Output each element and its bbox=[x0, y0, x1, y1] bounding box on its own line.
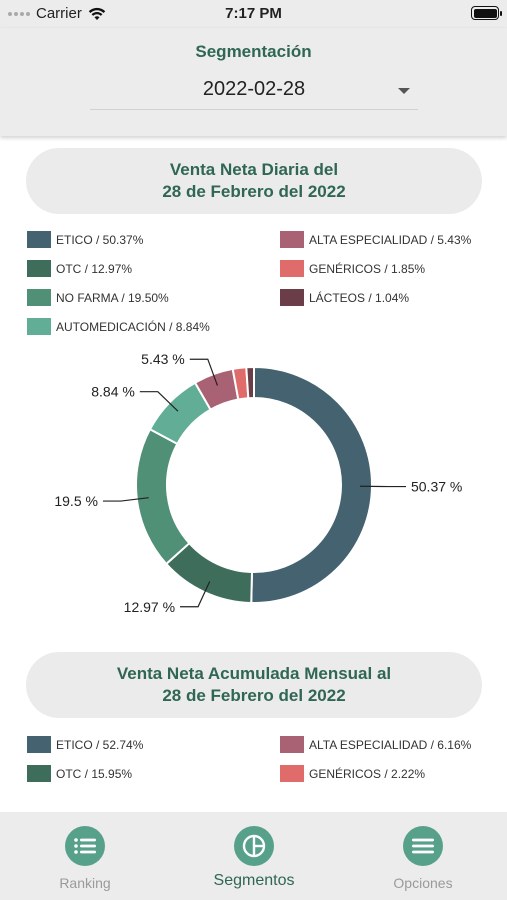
legend-label: LÁCTEOS / 1.04% bbox=[309, 290, 410, 305]
legend-swatch bbox=[280, 231, 304, 248]
nav-label-ranking: Ranking bbox=[59, 875, 111, 891]
donut-slice-lacteos[interactable] bbox=[245, 365, 255, 400]
nav-label-opciones: Opciones bbox=[393, 875, 453, 891]
legend-item-otc: OTC / 12.97% bbox=[27, 260, 132, 277]
legend-swatch bbox=[27, 736, 51, 753]
legend-swatch bbox=[27, 289, 51, 306]
wifi-icon bbox=[88, 7, 106, 20]
donut-slice-etico[interactable] bbox=[250, 365, 373, 604]
data-label-otc: 12.97 % bbox=[124, 599, 175, 615]
data-label-leader bbox=[189, 358, 218, 386]
monthly-section-header: Venta Neta Acumulada Mensual al 28 de Fe… bbox=[26, 652, 482, 718]
legend-item-etico-monthly: ETICO / 52.74% bbox=[27, 736, 143, 753]
legend-label: NO FARMA / 19.50% bbox=[56, 290, 169, 305]
nav-item-segmentos[interactable]: Segmentos bbox=[194, 826, 314, 890]
legend-item-lacteos: LÁCTEOS / 1.04% bbox=[280, 289, 409, 306]
data-label-no-farma: 19.5 % bbox=[54, 493, 98, 509]
legend-swatch bbox=[280, 736, 304, 753]
monthly-title-line2: 28 de Febrero del 2022 bbox=[162, 686, 346, 705]
legend-label: AUTOMEDICACIÓN / 8.84% bbox=[56, 319, 210, 334]
header: Segmentación 2022-02-28 bbox=[0, 28, 507, 136]
chevron-down-icon bbox=[398, 88, 410, 94]
legend-swatch bbox=[27, 260, 51, 277]
status-left: Carrier bbox=[8, 5, 106, 22]
legend-swatch bbox=[27, 318, 51, 335]
nav-item-opciones[interactable]: Opciones bbox=[363, 826, 483, 891]
data-label-etico: 50.37 % bbox=[411, 479, 462, 495]
data-label-leader bbox=[102, 497, 149, 502]
battery-icon bbox=[471, 6, 502, 20]
signal-icon bbox=[8, 11, 30, 16]
data-label-leader bbox=[180, 581, 211, 608]
bottom-nav: Ranking Segmentos Opciones bbox=[0, 812, 507, 900]
page-title: Segmentación bbox=[195, 42, 312, 61]
daily-section-header: Venta Neta Diaria del 28 de Febrero del … bbox=[26, 148, 482, 214]
donut-chart: 50.37 % 12.97 % 19.5 % 8.84 % 5.43 % bbox=[54, 351, 462, 615]
legend-label: GENÉRICOS / 1.85% bbox=[309, 261, 426, 276]
legend-label: OTC / 15.95% bbox=[56, 766, 133, 781]
carrier-label: Carrier bbox=[36, 5, 82, 22]
legend-label: ALTA ESPECIALIDAD / 6.16% bbox=[309, 737, 472, 752]
daily-title-line2: 28 de Febrero del 2022 bbox=[162, 182, 346, 201]
legend-item-automedicacion: AUTOMEDICACIÓN / 8.84% bbox=[27, 318, 210, 335]
date-select[interactable]: 2022-02-28 bbox=[90, 72, 418, 110]
list-icon bbox=[65, 826, 105, 866]
status-time: 7:17 PM bbox=[225, 5, 282, 22]
legend-item-alta-especialidad-monthly: ALTA ESPECIALIDAD / 6.16% bbox=[280, 736, 471, 753]
data-label-leader bbox=[139, 391, 179, 412]
legend-label: ETICO / 50.37% bbox=[56, 232, 144, 247]
legend-label: GENÉRICOS / 2.22% bbox=[309, 766, 426, 781]
legend-item-alta-especialidad: ALTA ESPECIALIDAD / 5.43% bbox=[280, 231, 471, 248]
monthly-title-line1: Venta Neta Acumulada Mensual al bbox=[116, 664, 392, 683]
daily-title-line1: Venta Neta Diaria del bbox=[169, 160, 339, 179]
menu-icon bbox=[403, 826, 443, 866]
legend-label: ALTA ESPECIALIDAD / 5.43% bbox=[309, 232, 472, 247]
legend-item-genericos: GENÉRICOS / 1.85% bbox=[280, 260, 425, 277]
nav-item-ranking[interactable]: Ranking bbox=[25, 826, 145, 891]
legend-swatch bbox=[280, 260, 304, 277]
nav-label-segmentos: Segmentos bbox=[213, 872, 295, 889]
donut-slice-no-farma[interactable] bbox=[135, 427, 191, 566]
content[interactable]: Venta Neta Diaria del 28 de Febrero del … bbox=[0, 136, 507, 812]
date-value: 2022-02-28 bbox=[202, 78, 306, 100]
legend-swatch bbox=[27, 231, 51, 248]
pie-chart-icon bbox=[234, 826, 274, 866]
legend-swatch bbox=[280, 289, 304, 306]
data-label-alta-especialidad: 5.43 % bbox=[141, 351, 185, 367]
legend-item-otc-monthly: OTC / 15.95% bbox=[27, 765, 132, 782]
legend-item-genericos-monthly: GENÉRICOS / 2.22% bbox=[280, 765, 425, 782]
legend-label: OTC / 12.97% bbox=[56, 261, 133, 276]
legend-label: ETICO / 52.74% bbox=[56, 737, 144, 752]
status-bar: Carrier 7:17 PM bbox=[0, 0, 507, 28]
legend-item-no-farma: NO FARMA / 19.50% bbox=[27, 289, 169, 306]
data-label-automedicacion: 8.84 % bbox=[91, 384, 135, 400]
legend-swatch bbox=[27, 765, 51, 782]
legend-swatch bbox=[280, 765, 304, 782]
legend-item-etico: ETICO / 50.37% bbox=[27, 231, 143, 248]
